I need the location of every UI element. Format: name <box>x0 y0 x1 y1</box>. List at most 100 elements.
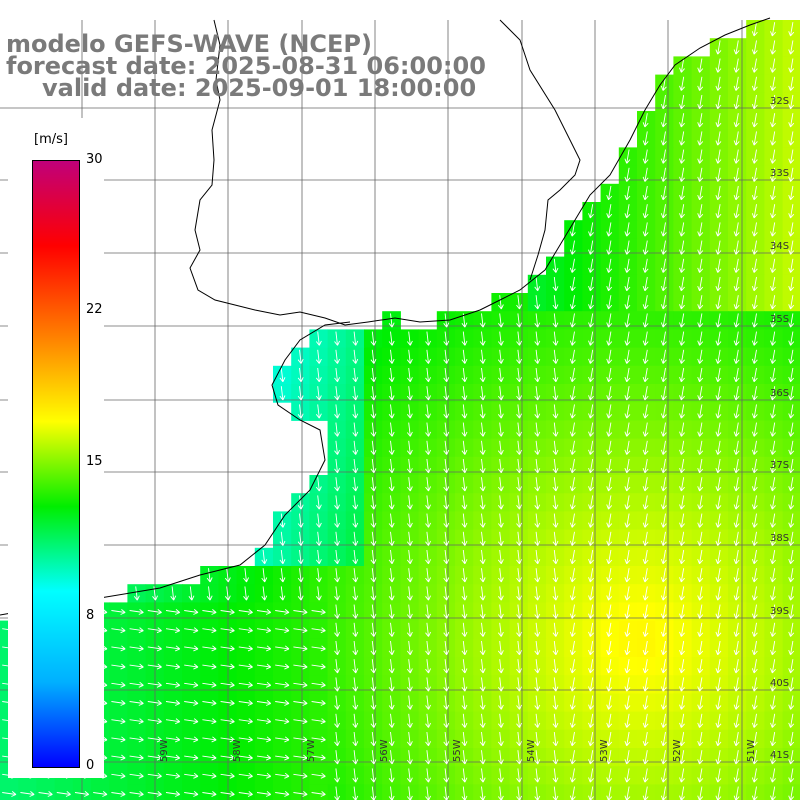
wind-arrow <box>352 458 359 474</box>
wind-arrow <box>751 313 758 328</box>
wind-arrow <box>569 568 576 583</box>
wind-arrow <box>388 422 395 437</box>
wind-arrow <box>293 663 308 670</box>
wind-arrow <box>334 349 341 364</box>
wind-arrow <box>606 276 613 292</box>
wind-arrow <box>297 495 304 510</box>
wind-arrow <box>660 604 667 619</box>
wind-arrow <box>552 750 559 765</box>
longitude-label: 53W <box>599 739 610 762</box>
wind-arrow <box>788 276 795 292</box>
wind-arrow <box>770 422 776 437</box>
wind-arrow <box>770 367 776 383</box>
wind-arrow <box>624 204 631 219</box>
wind-arrow <box>334 695 341 710</box>
wind-arrow <box>443 440 450 455</box>
wind-arrow <box>660 640 667 656</box>
wind-arrow <box>388 477 395 492</box>
wind-arrow <box>624 586 631 601</box>
wind-arrow <box>770 295 776 310</box>
wind-arrow <box>715 495 722 510</box>
wind-arrow <box>588 568 594 583</box>
wind-arrow <box>733 76 740 91</box>
wind-arrow <box>256 700 272 706</box>
wind-arrow <box>370 768 377 783</box>
wind-arrow <box>370 331 377 346</box>
wind-arrow <box>293 681 308 688</box>
wind-arrow <box>715 295 722 310</box>
wind-arrow <box>606 768 613 783</box>
wind-arrow <box>588 768 594 783</box>
wind-arrow <box>220 627 235 634</box>
wind-arrow <box>111 645 126 652</box>
wind-arrow <box>642 750 649 765</box>
coastline-south <box>0 321 351 616</box>
wind-arrow <box>479 549 486 565</box>
wind-arrow <box>516 367 523 383</box>
wind-arrow <box>129 736 144 743</box>
wind-arrow <box>93 791 108 797</box>
wind-arrow <box>751 94 758 110</box>
wind-arrow <box>733 313 740 328</box>
wind-arrow <box>697 149 704 164</box>
wind-arrow <box>147 645 162 652</box>
wind-arrow <box>660 713 667 728</box>
wind-arrow <box>642 568 649 583</box>
wind-arrow <box>202 681 217 688</box>
wind-arrow <box>552 477 559 492</box>
wind-arrow <box>315 568 322 583</box>
wind-arrow <box>497 731 504 747</box>
wind-arrow <box>642 440 649 455</box>
wind-arrow <box>334 659 341 674</box>
wind-arrow <box>770 731 776 747</box>
wind-cell <box>127 784 147 800</box>
wind-arrow <box>534 477 541 492</box>
wind-arrow <box>165 754 181 761</box>
wind-arrow <box>497 313 504 328</box>
wind-arrow <box>479 495 486 510</box>
wind-arrow <box>479 604 486 619</box>
wind-arrow <box>788 258 795 273</box>
wind-arrow <box>642 622 649 637</box>
latitude-label: 35S <box>770 314 789 325</box>
wind-arrow <box>534 622 541 637</box>
wind-arrow <box>733 367 740 383</box>
wind-arrow <box>751 549 758 565</box>
wind-arrow <box>770 695 776 710</box>
wind-arrow <box>461 367 468 383</box>
wind-arrow <box>443 604 450 619</box>
wind-arrow <box>497 568 504 583</box>
wind-arrow <box>534 604 541 619</box>
wind-arrow <box>679 568 685 583</box>
wind-arrow <box>606 677 613 692</box>
wind-arrow <box>788 240 795 255</box>
wind-arrow <box>388 331 395 346</box>
wind-arrow <box>425 713 432 728</box>
wind-arrow <box>497 440 504 455</box>
wind-arrow <box>569 586 576 601</box>
wind-arrow <box>425 331 432 346</box>
wind-arrow <box>352 404 359 419</box>
wind-arrow <box>770 677 776 692</box>
wind-arrow <box>111 772 126 779</box>
wind-arrow <box>334 622 341 637</box>
wind-arrow <box>461 768 468 783</box>
wind-arrow <box>352 386 359 401</box>
wind-arrow <box>220 718 235 725</box>
wind-arrow <box>715 76 722 91</box>
wind-cell <box>782 784 800 800</box>
wind-arrow <box>679 149 685 164</box>
wind-arrow <box>733 94 740 110</box>
wind-arrow <box>111 627 126 634</box>
wind-arrow <box>770 258 776 273</box>
wind-arrow <box>751 76 758 91</box>
wind-arrow <box>534 295 541 310</box>
wind-arrow <box>733 458 740 474</box>
wind-arrow <box>606 495 613 510</box>
wind-arrow <box>679 386 685 401</box>
wind-arrow <box>406 422 413 437</box>
wind-arrow <box>184 645 199 652</box>
wind-arrow <box>715 258 722 273</box>
wind-arrow <box>479 622 486 637</box>
wind-arrow <box>238 645 253 652</box>
